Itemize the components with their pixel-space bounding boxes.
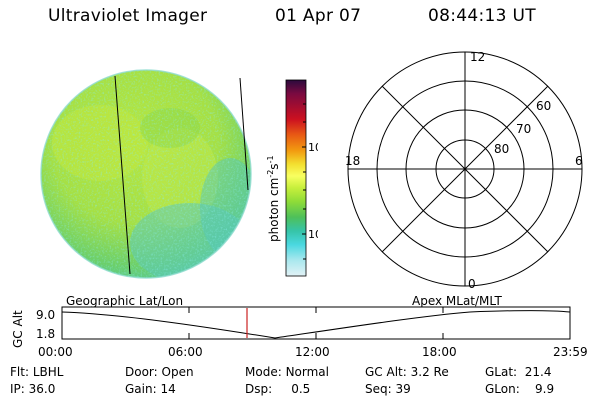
orbit-timeline: Geographic Lat/Lon Apex MLat/MLT GC Alt … xyxy=(11,294,588,359)
status-gc-alt: GC Alt: 3.2 Re xyxy=(365,365,449,379)
polar-grid: 12 18 6 0 60 70 80 xyxy=(345,50,583,291)
image-date: 01 Apr 07 xyxy=(275,6,362,26)
image-title: Ultraviolet Imager xyxy=(48,6,208,26)
terminator-line-right xyxy=(239,77,249,191)
lat-label-70: 70 xyxy=(516,122,531,136)
x-tick-1200: 12:00 xyxy=(295,345,330,359)
altitude-curve xyxy=(61,310,571,339)
timeline-y-tick-bottom: 1.8 xyxy=(36,327,55,341)
status-seq: Seq: 39 xyxy=(365,382,411,396)
colorbar-tick-100: 100 xyxy=(308,141,318,154)
mlt-label-18: 18 xyxy=(345,154,360,168)
status-dsp: Dsp: 0.5 xyxy=(245,382,311,396)
status-glon: GLon: 9.9 xyxy=(485,382,555,396)
x-tick-2359: 23:59 xyxy=(553,345,588,359)
mlt-label-12: 12 xyxy=(470,50,485,64)
timeline-right-label: Apex MLat/MLT xyxy=(412,294,502,308)
color-scale-bar: 100 10 photon cm-2s-1 xyxy=(266,79,318,277)
status-gain: Gain: 14 xyxy=(125,382,176,396)
status-ip: IP: 36.0 xyxy=(10,382,56,396)
auroral-image xyxy=(40,69,252,279)
mlt-label-0: 0 xyxy=(468,277,476,291)
status-mode: Mode: Normal xyxy=(245,365,329,379)
status-glat: GLat: 21.4 xyxy=(485,365,552,379)
image-time: 08:44:13 UT xyxy=(428,6,536,26)
status-filter: Flt: LBHL xyxy=(10,365,64,379)
lat-label-80: 80 xyxy=(494,142,509,156)
mlt-label-6: 6 xyxy=(575,154,583,168)
lat-label-60: 60 xyxy=(536,99,551,113)
timeline-y-tick-top: 9.0 xyxy=(36,308,55,322)
timeline-left-label: Geographic Lat/Lon xyxy=(66,294,183,308)
terminator-line xyxy=(114,75,131,275)
x-tick-0600: 06:00 xyxy=(168,345,203,359)
colorbar-unit-label: photon cm-2s-1 xyxy=(266,155,281,242)
x-tick-1800: 18:00 xyxy=(422,345,457,359)
timeline-y-label: GC Alt xyxy=(11,310,25,348)
x-tick-0000: 00:00 xyxy=(38,345,73,359)
colorbar-tick-10: 10 xyxy=(308,228,318,241)
status-door: Door: Open xyxy=(125,365,194,379)
